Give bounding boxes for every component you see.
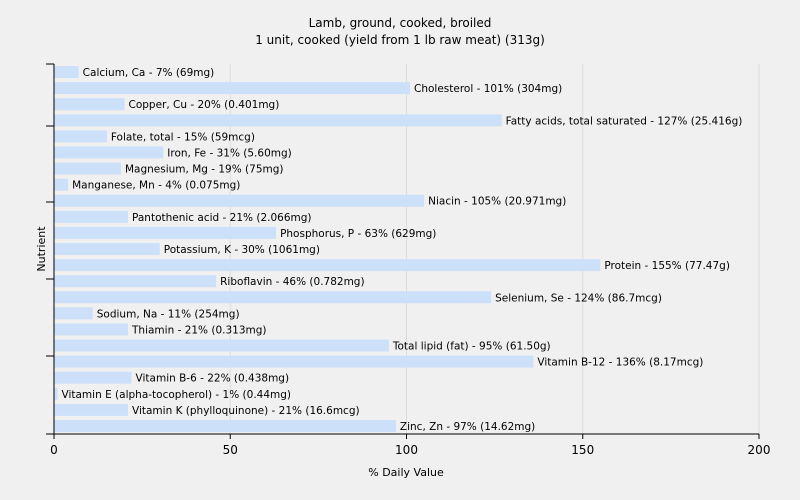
bar (54, 130, 107, 143)
bar-label: Iron, Fe - 31% (5.60mg) (167, 147, 291, 159)
bar (54, 403, 129, 416)
bar-label: Vitamin B-12 - 136% (8.17mcg) (537, 357, 703, 369)
bar-label: Fatty acids, total saturated - 127% (25.… (506, 115, 743, 127)
bar (54, 259, 601, 272)
bar (54, 339, 389, 352)
bar-label: Total lipid (fat) - 95% (61.50g) (392, 341, 551, 353)
bar-label: Pantothenic acid - 21% (2.066mg) (132, 212, 311, 224)
bar (54, 66, 79, 79)
bar-label: Riboflavin - 46% (0.782mg) (220, 276, 364, 288)
bar (54, 114, 502, 127)
x-tick-label: 200 (748, 443, 771, 457)
bar (54, 82, 411, 95)
x-tick-label: 100 (395, 443, 418, 457)
bar-label: Vitamin E (alpha-tocopherol) - 1% (0.44m… (62, 389, 292, 401)
x-tick-label: 50 (223, 443, 238, 457)
bar (54, 323, 129, 336)
bar (54, 355, 534, 368)
chart-subtitle: 1 unit, cooked (yield from 1 lb raw meat… (255, 33, 545, 47)
bar (54, 194, 425, 207)
axes: 0 50 100 150 200 (46, 63, 771, 457)
x-tick-label: 0 (50, 443, 58, 457)
bar-label: Magnesium, Mg - 19% (75mg) (125, 164, 284, 176)
bar (54, 387, 58, 400)
bar-label: Manganese, Mn - 4% (0.075mg) (72, 180, 240, 192)
bar (54, 210, 129, 223)
y-axis-title: Nutrient (35, 226, 48, 272)
bar-label: Sodium, Na - 11% (254mg) (97, 308, 240, 320)
bar-label: Selenium, Se - 124% (86.7mcg) (495, 292, 662, 304)
bar-label: Cholesterol - 101% (304mg) (414, 83, 562, 95)
bar (54, 226, 277, 239)
bar (54, 98, 125, 111)
bar (54, 162, 121, 175)
bar-label: Potassium, K - 30% (1061mg) (164, 244, 320, 256)
x-tick-label: 150 (571, 443, 594, 457)
bar (54, 243, 160, 255)
bar-label: Folate, total - 15% (59mcg) (111, 131, 255, 143)
bar (54, 291, 492, 304)
bar-label: Vitamin B-6 - 22% (0.438mg) (136, 373, 290, 385)
bar (54, 307, 93, 320)
x-axis-title: % Daily Value (368, 466, 444, 479)
bars: Calcium, Ca - 7% (69mg) Cholesterol - 101… (54, 66, 742, 433)
bar-label: Protein - 155% (77.47g) (604, 260, 730, 272)
bar-label: Thiamin - 21% (0.313mg) (131, 324, 267, 336)
bar-label: Phosphorus, P - 63% (629mg) (280, 228, 436, 240)
bar-label: Zinc, Zn - 97% (14.62mg) (400, 421, 535, 433)
bar-label: Niacin - 105% (20.971mg) (428, 196, 566, 208)
bar-label: Vitamin K (phylloquinone) - 21% (16.6mcg… (132, 405, 360, 417)
bar-label: Calcium, Ca - 7% (69mg) (83, 67, 215, 79)
bar (54, 275, 217, 288)
bar (54, 178, 69, 191)
bar (54, 146, 164, 159)
bar (54, 371, 132, 384)
bar (54, 419, 396, 432)
bar-label: Copper, Cu - 20% (0.401mg) (129, 99, 280, 111)
chart-title: Lamb, ground, cooked, broiled (309, 16, 492, 30)
